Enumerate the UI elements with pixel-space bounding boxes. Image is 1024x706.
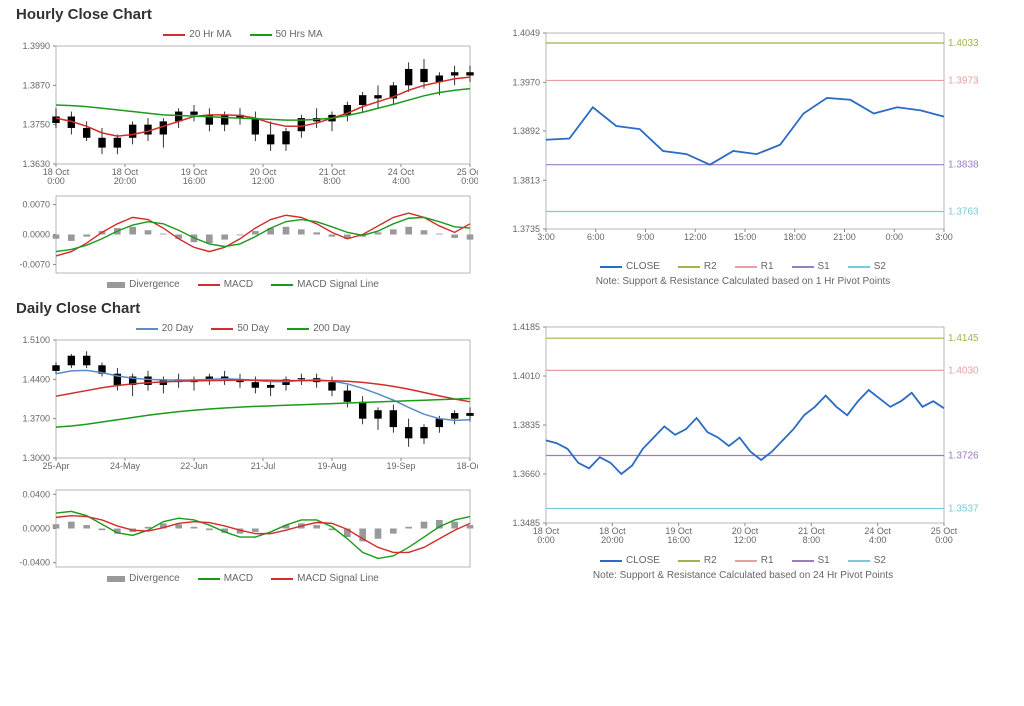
svg-text:21:00: 21:00 (833, 232, 856, 242)
legend-item: 20 Hr MA (163, 29, 231, 40)
legend-item: 20 Day (136, 323, 194, 334)
hourly-title: Hourly Close Chart (16, 6, 1016, 23)
daily-section: Daily Close Chart 20 Day 50 Day 200 Day 1.… (8, 300, 1016, 586)
svg-text:0:00: 0:00 (935, 535, 953, 545)
svg-text:0:00: 0:00 (885, 232, 903, 242)
legend-item: S2 (848, 555, 886, 566)
legend-item: MACD (198, 279, 253, 290)
svg-text:9:00: 9:00 (637, 232, 655, 242)
svg-text:18-Oct: 18-Oct (456, 461, 478, 471)
hourly-price-chart: 1.36301.37501.38701.399018 Oct0:0018 Oct… (8, 42, 478, 192)
svg-text:1.3838: 1.3838 (948, 160, 979, 171)
legend-item: Divergence (107, 279, 180, 290)
svg-text:21-Jul: 21-Jul (251, 461, 276, 471)
hourly-section: Hourly Close Chart 20 Hr MA 50 Hrs MA 1.3… (8, 6, 1016, 292)
legend-item: MACD (198, 573, 253, 584)
legend-item: 50 Hrs MA (250, 29, 323, 40)
svg-text:20:00: 20:00 (601, 535, 624, 545)
svg-text:1.3813: 1.3813 (512, 175, 540, 185)
svg-text:1.3750: 1.3750 (22, 120, 50, 130)
daily-sr-chart: 1.34851.36601.38351.40101.418518 Oct0:00… (498, 321, 988, 553)
svg-text:1.3700: 1.3700 (22, 414, 50, 424)
svg-text:4:00: 4:00 (869, 535, 887, 545)
svg-text:4:00: 4:00 (392, 176, 410, 186)
svg-text:15:00: 15:00 (734, 232, 757, 242)
svg-text:1.3990: 1.3990 (22, 42, 50, 51)
svg-text:25-Apr: 25-Apr (42, 461, 69, 471)
svg-text:1.4010: 1.4010 (512, 371, 540, 381)
legend-item: R2 (678, 261, 717, 272)
svg-text:20:00: 20:00 (114, 176, 137, 186)
svg-text:1.3660: 1.3660 (512, 469, 540, 479)
svg-text:1.3970: 1.3970 (512, 77, 540, 87)
svg-text:1.4400: 1.4400 (22, 374, 50, 384)
svg-text:12:00: 12:00 (734, 535, 757, 545)
svg-text:1.4033: 1.4033 (948, 38, 979, 49)
svg-text:1.3973: 1.3973 (948, 75, 979, 86)
hourly-sr-chart: 1.3735 1.3813 1.3892 1.3970 1.4049 3:00 6:00 9:… (498, 27, 988, 259)
svg-text:6:00: 6:00 (587, 232, 605, 242)
daily-macd-chart: -0.0400 0.0000 0.0400 (8, 486, 478, 571)
daily-macd-legend: Divergence MACD MACD Signal Line (8, 573, 478, 584)
hourly-price-legend: 20 Hr MA 50 Hrs MA (8, 29, 478, 40)
svg-text:1.3892: 1.3892 (512, 126, 540, 136)
legend-item: CLOSE (600, 555, 660, 566)
svg-text:1.4185: 1.4185 (512, 322, 540, 332)
svg-text:24-May: 24-May (110, 461, 141, 471)
daily-price-legend: 20 Day 50 Day 200 Day (8, 323, 478, 334)
svg-text:-0.0070: -0.0070 (19, 259, 50, 269)
svg-text:1.5100: 1.5100 (22, 336, 50, 345)
svg-text:16:00: 16:00 (183, 176, 206, 186)
svg-text:0.0000: 0.0000 (22, 230, 50, 240)
svg-text:0.0000: 0.0000 (22, 524, 50, 534)
hourly-macd-legend: Divergence MACD MACD Signal Line (8, 279, 478, 290)
svg-text:1.3763: 1.3763 (948, 207, 979, 218)
svg-text:1.4049: 1.4049 (512, 28, 540, 38)
svg-text:0:00: 0:00 (537, 535, 555, 545)
svg-text:18:00: 18:00 (783, 232, 806, 242)
svg-text:19-Sep: 19-Sep (386, 461, 415, 471)
svg-text:0.0400: 0.0400 (22, 489, 50, 499)
svg-text:3:00: 3:00 (935, 232, 953, 242)
legend-item: MACD Signal Line (271, 279, 379, 290)
legend-item: R2 (678, 555, 717, 566)
svg-text:1.3870: 1.3870 (22, 80, 50, 90)
legend-item: 50 Day (211, 323, 269, 334)
legend-item: R1 (735, 555, 774, 566)
legend-item: S1 (792, 555, 830, 566)
legend-item: 200 Day (287, 323, 350, 334)
svg-text:1.3537: 1.3537 (948, 503, 979, 514)
svg-text:16:00: 16:00 (667, 535, 690, 545)
svg-text:0:00: 0:00 (461, 176, 478, 186)
svg-text:3:00: 3:00 (537, 232, 555, 242)
legend-item: MACD Signal Line (271, 573, 379, 584)
legend-item: CLOSE (600, 261, 660, 272)
daily-title: Daily Close Chart (16, 300, 1016, 317)
svg-text:0:00: 0:00 (47, 176, 65, 186)
hourly-macd-chart: -0.0070 0.0000 0.0070 (8, 192, 478, 277)
hourly-sr-note: Note: Support & Resistance Calculated ba… (498, 276, 988, 287)
svg-text:1.3726: 1.3726 (948, 451, 979, 462)
svg-text:1.3735: 1.3735 (512, 224, 540, 234)
legend-item: R1 (735, 261, 774, 272)
svg-text:-0.0400: -0.0400 (19, 558, 50, 568)
svg-text:1.3835: 1.3835 (512, 420, 540, 430)
daily-sr-note: Note: Support & Resistance Calculated ba… (498, 570, 988, 581)
daily-sr-legend: CLOSE R2 R1 S1 S2 (498, 555, 988, 566)
legend-item: Divergence (107, 573, 180, 584)
hourly-sr-legend: CLOSE R2 R1 S1 S2 (498, 261, 988, 272)
daily-price-chart: 1.30001.37001.44001.510025-Apr24-May22-J… (8, 336, 478, 486)
svg-text:19-Aug: 19-Aug (317, 461, 346, 471)
svg-text:1.4030: 1.4030 (948, 365, 979, 376)
legend-item: S1 (792, 261, 830, 272)
svg-text:1.4145: 1.4145 (948, 333, 979, 344)
svg-text:22-Jun: 22-Jun (180, 461, 208, 471)
svg-text:12:00: 12:00 (252, 176, 275, 186)
svg-text:8:00: 8:00 (803, 535, 821, 545)
svg-text:8:00: 8:00 (323, 176, 341, 186)
svg-text:0.0070: 0.0070 (22, 200, 50, 210)
svg-text:12:00: 12:00 (684, 232, 707, 242)
legend-item: S2 (848, 261, 886, 272)
